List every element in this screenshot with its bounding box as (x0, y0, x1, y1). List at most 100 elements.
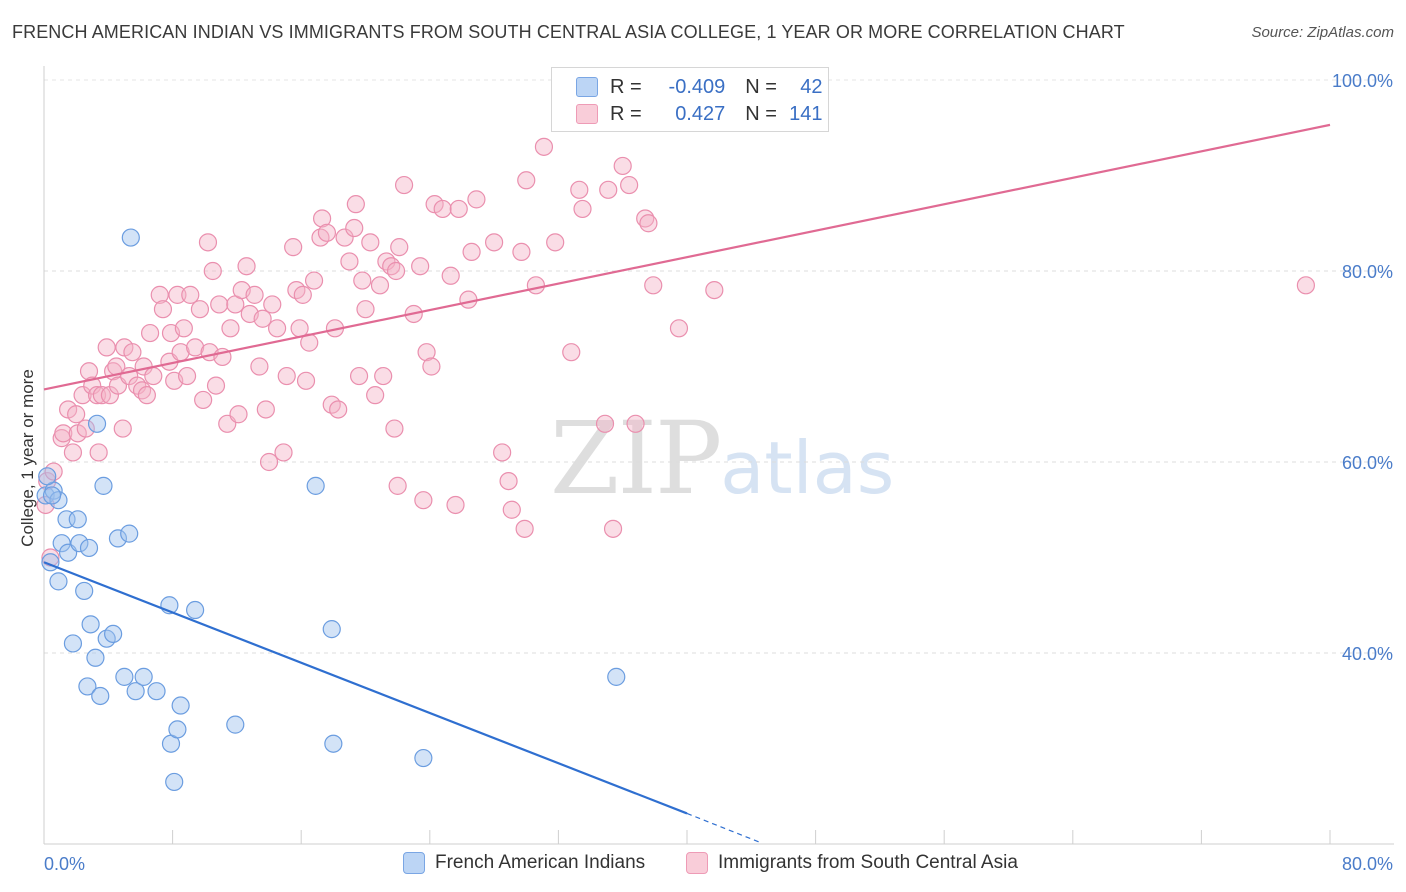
point-immigrant-south-central-asia (346, 195, 365, 214)
point-immigrant-south-central-asia (335, 228, 354, 247)
point-immigrant-south-central-asia (517, 171, 536, 190)
point-immigrant-south-central-asia (417, 343, 436, 362)
point-immigrant-south-central-asia (385, 419, 404, 438)
point-french-american-indian (168, 720, 187, 739)
point-immigrant-south-central-asia (386, 261, 406, 281)
series-name: Immigrants from South Central Asia (718, 852, 1018, 873)
legend-row-blue: R = -0.409 N = 42 (576, 74, 823, 100)
point-immigrant-south-central-asia (174, 319, 193, 338)
point-immigrant-south-central-asia (293, 285, 312, 304)
point-immigrant-south-central-asia (562, 343, 581, 362)
point-french-american-indian (104, 624, 123, 644)
point-immigrant-south-central-asia (168, 285, 187, 304)
point-immigrant-south-central-asia (467, 190, 486, 209)
point-immigrant-south-central-asia (512, 242, 531, 261)
point-french-american-indian (94, 476, 113, 495)
point-immigrant-south-central-asia (493, 443, 512, 462)
source-label: Source: ZipAtlas.com (1251, 24, 1394, 41)
y-tick-label: 80.0% (1342, 262, 1393, 282)
point-immigrant-south-central-asia (63, 443, 83, 462)
point-french-american-indian (121, 228, 140, 247)
point-french-american-indian (324, 734, 343, 753)
point-immigrant-south-central-asia (502, 500, 521, 519)
point-immigrant-south-central-asia (459, 290, 478, 309)
data-points (36, 137, 1315, 792)
point-immigrant-south-central-asia (599, 180, 618, 199)
point-french-american-indian (70, 534, 89, 553)
legend-r-label: R = (610, 102, 642, 125)
point-french-american-indian (134, 667, 153, 686)
trend-line-extension (686, 812, 760, 843)
point-french-american-indian (68, 510, 87, 529)
point-immigrant-south-central-asia (626, 414, 645, 433)
point-immigrant-south-central-asia (639, 214, 658, 233)
legend-swatch-blue (576, 77, 598, 97)
point-immigrant-south-central-asia (515, 519, 534, 538)
point-immigrant-south-central-asia (644, 276, 663, 295)
point-immigrant-south-central-asia (669, 319, 689, 338)
point-immigrant-south-central-asia (144, 366, 163, 386)
point-immigrant-south-central-asia (411, 257, 430, 276)
point-immigrant-south-central-asia (245, 285, 264, 304)
point-immigrant-south-central-asia (206, 376, 226, 395)
point-immigrant-south-central-asia (210, 295, 229, 314)
point-french-american-indian (115, 667, 134, 686)
point-immigrant-south-central-asia (123, 343, 142, 362)
point-immigrant-south-central-asia (140, 323, 160, 343)
point-french-american-indian (42, 486, 62, 505)
point-immigrant-south-central-asia (253, 309, 272, 328)
point-immigrant-south-central-asia (113, 419, 132, 438)
point-french-american-indian (186, 600, 205, 620)
point-immigrant-south-central-asia (390, 238, 409, 257)
point-immigrant-south-central-asia (340, 252, 359, 271)
point-immigrant-south-central-asia (259, 452, 279, 472)
point-french-american-indian (607, 667, 626, 686)
y-tick-label: 100.0% (1332, 71, 1393, 91)
point-immigrant-south-central-asia (414, 491, 433, 510)
point-immigrant-south-central-asia (67, 405, 86, 424)
point-immigrant-south-central-asia (526, 276, 545, 295)
point-french-american-indian (165, 772, 184, 792)
point-immigrant-south-central-asia (370, 276, 390, 295)
point-french-american-indian (226, 715, 245, 734)
point-immigrant-south-central-asia (394, 175, 414, 195)
x-tick-label: 0.0% (44, 854, 85, 874)
point-immigrant-south-central-asia (570, 180, 589, 199)
point-immigrant-south-central-asia (388, 476, 407, 495)
legend-r-value: 0.427 (675, 102, 726, 125)
series-legend-item-french-american-indians: French American Indians (403, 852, 645, 874)
legend-r-label: R = (610, 75, 642, 98)
point-immigrant-south-central-asia (153, 300, 173, 319)
point-immigrant-south-central-asia (203, 261, 222, 281)
point-immigrant-south-central-asia (284, 238, 303, 257)
point-immigrant-south-central-asia (329, 400, 348, 419)
legend-r-value: -0.409 (668, 75, 726, 98)
point-immigrant-south-central-asia (277, 366, 296, 386)
point-immigrant-south-central-asia (186, 338, 205, 357)
point-immigrant-south-central-asia (485, 233, 504, 252)
point-french-american-indian (171, 696, 190, 715)
point-immigrant-south-central-asia (446, 495, 465, 515)
point-french-american-indian (63, 634, 83, 653)
point-immigrant-south-central-asia (237, 257, 256, 276)
chart-title: FRENCH AMERICAN INDIAN VS IMMIGRANTS FRO… (12, 22, 1125, 42)
point-immigrant-south-central-asia (87, 386, 107, 405)
point-immigrant-south-central-asia (1296, 276, 1315, 295)
series-name: French American Indians (435, 852, 646, 873)
point-immigrant-south-central-asia (73, 386, 92, 405)
point-immigrant-south-central-asia (190, 300, 210, 319)
point-immigrant-south-central-asia (573, 199, 592, 219)
point-french-american-indian (306, 476, 325, 495)
point-immigrant-south-central-asia (194, 390, 213, 410)
point-immigrant-south-central-asia (150, 285, 169, 304)
point-french-american-indian (91, 686, 110, 706)
point-immigrant-south-central-asia (312, 209, 332, 228)
point-immigrant-south-central-asia (304, 271, 324, 290)
point-french-american-indian (38, 467, 57, 486)
y-tick-label: 60.0% (1342, 453, 1393, 473)
y-axis-label: College, 1 year or more (18, 369, 37, 547)
point-immigrant-south-central-asia (274, 443, 293, 462)
point-immigrant-south-central-asia (181, 285, 200, 304)
point-french-american-indian (87, 414, 107, 433)
